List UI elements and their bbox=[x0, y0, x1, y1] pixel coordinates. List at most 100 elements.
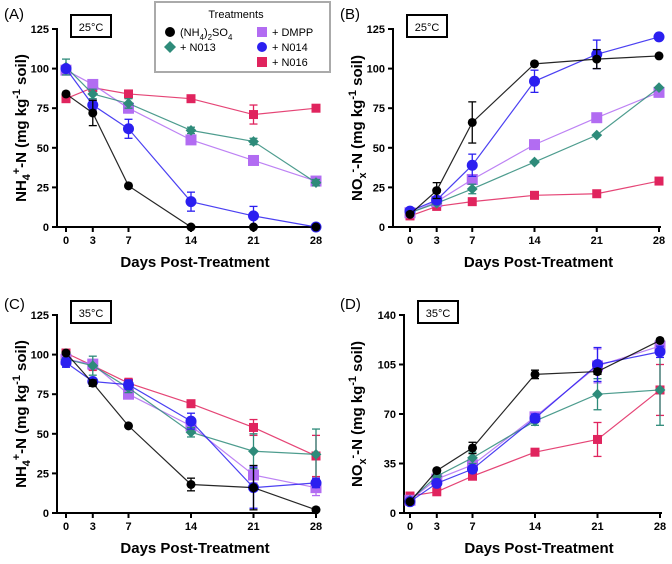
y-tick-label: 100 bbox=[31, 350, 49, 362]
legend-entry: + N016 bbox=[257, 57, 308, 69]
data-point bbox=[186, 222, 196, 232]
data-point bbox=[61, 348, 71, 358]
data-point bbox=[593, 434, 602, 444]
data-point bbox=[591, 129, 603, 141]
data-point bbox=[61, 89, 71, 99]
temperature-label: 25°C bbox=[415, 22, 440, 34]
x-tick-label: 7 bbox=[469, 521, 475, 533]
text-segment: NH bbox=[13, 180, 30, 202]
data-point bbox=[530, 190, 539, 200]
series-line bbox=[65, 93, 316, 228]
y-tick-label: 105 bbox=[378, 360, 396, 372]
x-tick-label: 28 bbox=[310, 521, 322, 533]
data-point bbox=[185, 415, 197, 427]
data-point bbox=[124, 89, 133, 99]
data-point bbox=[186, 399, 196, 409]
data-point bbox=[123, 98, 134, 109]
data-point bbox=[124, 421, 133, 431]
text-segment: - bbox=[347, 168, 359, 172]
text-segment: -1 bbox=[11, 375, 23, 385]
data-point bbox=[592, 388, 603, 400]
data-point bbox=[311, 103, 321, 113]
text-segment: 4 bbox=[21, 460, 33, 466]
x-axis-label: Days Post-Treatment bbox=[464, 540, 613, 557]
y-tick-label: 100 bbox=[367, 64, 385, 76]
data-point bbox=[186, 94, 196, 104]
series-n016 bbox=[405, 176, 664, 221]
y-tick-label: 125 bbox=[31, 310, 49, 322]
series-n014 bbox=[404, 31, 665, 217]
data-point bbox=[432, 487, 442, 497]
x-axis-label: Days Post-Treatment bbox=[120, 540, 269, 557]
y-tick-label: 50 bbox=[37, 429, 49, 441]
y-tick-label: 0 bbox=[379, 222, 385, 234]
data-point bbox=[405, 497, 415, 507]
text-segment: + N014 bbox=[272, 42, 308, 54]
legend-entry: (NH4)2SO4 bbox=[165, 27, 233, 42]
data-point bbox=[123, 123, 134, 135]
x-axis-label: Days Post-Treatment bbox=[120, 254, 269, 271]
x-tick-label: 21 bbox=[247, 521, 259, 533]
data-point bbox=[311, 222, 321, 232]
y-tick-label: 0 bbox=[43, 222, 49, 234]
data-point bbox=[467, 197, 477, 207]
panel-label: (C) bbox=[4, 296, 25, 313]
y-axis-label: NOx--N (mg kg-1 soil) bbox=[347, 55, 369, 201]
series-n014 bbox=[404, 345, 666, 508]
data-point bbox=[249, 110, 258, 120]
data-point bbox=[431, 194, 443, 206]
legend-title: Treatments bbox=[208, 9, 264, 21]
x-tick-label: 21 bbox=[591, 235, 603, 247]
data-point bbox=[530, 369, 540, 379]
legend-label: (NH4)2SO4 bbox=[180, 27, 233, 42]
x-tick-label: 7 bbox=[125, 521, 131, 533]
panel-label: (D) bbox=[340, 296, 361, 313]
data-point bbox=[61, 94, 71, 104]
y-axis-label: NH4+-N (mg kg-1 soil) bbox=[11, 340, 33, 488]
data-point bbox=[529, 156, 540, 168]
y-tick-label: 125 bbox=[31, 24, 49, 36]
y-tick-label: 75 bbox=[37, 103, 49, 115]
text-segment: 4 bbox=[200, 33, 205, 42]
text-segment: 4 bbox=[228, 33, 233, 42]
data-point bbox=[87, 78, 99, 90]
series-line bbox=[65, 352, 317, 511]
series-line bbox=[65, 66, 317, 184]
legend-marker bbox=[165, 27, 175, 37]
chart-panel: (B) 25°C 0 25 50 75 100 125 0 3 7 14 21 28 Days Post-T… bbox=[340, 6, 665, 271]
data-point bbox=[431, 477, 443, 489]
data-point bbox=[248, 136, 259, 147]
legend-entry: + DMPP bbox=[257, 27, 313, 39]
data-point bbox=[310, 448, 322, 460]
x-axis-label: Days Post-Treatment bbox=[464, 254, 613, 271]
data-point bbox=[248, 445, 259, 457]
text-segment: + N013 bbox=[180, 42, 216, 54]
data-point bbox=[654, 346, 666, 358]
y-tick-label: 125 bbox=[367, 24, 385, 36]
legend-marker bbox=[164, 41, 176, 53]
temperature-box bbox=[417, 300, 459, 324]
text-segment: x bbox=[357, 458, 369, 464]
y-tick-label: 50 bbox=[373, 143, 385, 155]
legend-marker bbox=[257, 57, 267, 67]
chart-panel: (C) 35°C 0 25 50 75 100 125 0 3 7 14 21 28 Days Post-T… bbox=[4, 296, 322, 557]
series-as bbox=[61, 89, 321, 232]
text-segment: -N (mg kg bbox=[349, 386, 366, 455]
data-point bbox=[124, 181, 133, 191]
y-tick-label: 25 bbox=[37, 182, 49, 194]
x-tick-label: 7 bbox=[469, 235, 475, 247]
x-tick-label: 14 bbox=[185, 235, 198, 247]
y-tick-label: 140 bbox=[378, 310, 396, 322]
legend: Treatments (NH4)2SO4+ N013 + DMPP + N014 + N… bbox=[154, 1, 331, 73]
data-point bbox=[592, 359, 603, 370]
chart-panel: (A) 25°C 0 25 50 75 100 125 0 3 7 14 21 28 Days Post-T… bbox=[4, 1, 331, 271]
data-point bbox=[249, 483, 258, 493]
series-line bbox=[409, 339, 661, 503]
text-segment: ) bbox=[204, 27, 208, 39]
data-point bbox=[60, 357, 72, 369]
temperature-label: 25°C bbox=[79, 22, 104, 34]
x-tick-label: 14 bbox=[185, 521, 198, 533]
series-as bbox=[405, 335, 665, 507]
series-line bbox=[65, 358, 317, 455]
y-axis-label: NOx--N (mg kg-1 soil) bbox=[347, 341, 369, 487]
